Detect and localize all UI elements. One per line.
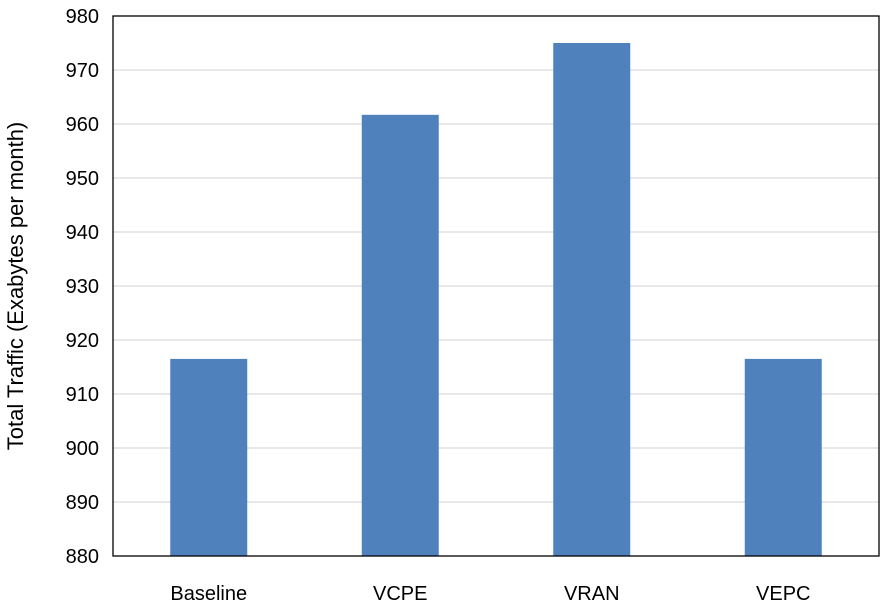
x-tick-labels: Baseline VCPE VRAN VEPC [170, 583, 810, 605]
bar-baseline [170, 358, 248, 556]
x-tick-label-vepc: VEPC [756, 583, 810, 605]
x-tick-label-vran: VRAN [564, 583, 620, 605]
y-tick-label: 920 [66, 330, 99, 352]
bar-vran [553, 43, 631, 556]
y-tick-label: 970 [66, 60, 99, 82]
y-tick-labels: 880 890 900 910 920 930 940 950 960 970 980 [66, 6, 99, 568]
y-tick-label: 940 [66, 222, 99, 244]
y-tick-label: 930 [66, 276, 99, 298]
y-tick-label: 880 [66, 546, 99, 568]
y-tick-label: 950 [66, 168, 99, 190]
plot-frame [112, 15, 880, 557]
y-tick-label: 900 [66, 438, 99, 460]
y-tick-label: 890 [66, 492, 99, 514]
y-tick-label: 910 [66, 384, 99, 406]
bar-vcpe [361, 114, 439, 556]
x-tick-label-baseline: Baseline [170, 583, 247, 605]
bars [170, 43, 822, 556]
y-axis-label: Total Traffic (Exabytes per month) [3, 122, 28, 451]
y-tick-label: 980 [66, 6, 99, 28]
x-tick-label-vcpe: VCPE [373, 583, 427, 605]
y-tick-label: 960 [66, 114, 99, 136]
bar-vepc [744, 358, 822, 556]
